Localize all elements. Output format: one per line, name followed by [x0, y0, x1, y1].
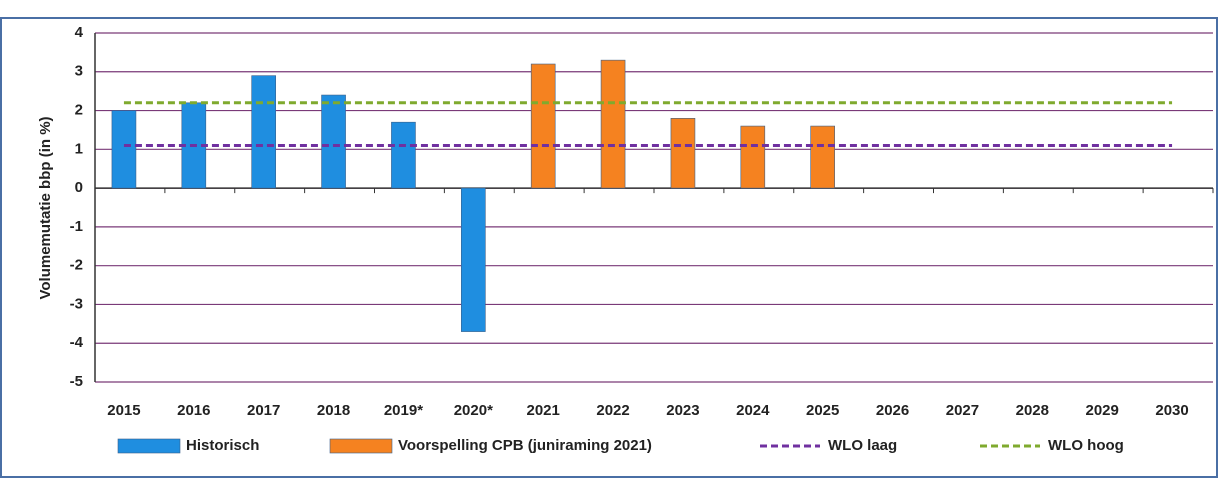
y-tick-label: 0 — [75, 179, 83, 196]
x-tick-label: 2023 — [666, 402, 699, 419]
x-tick-label: 2015 — [107, 402, 140, 419]
bar — [251, 75, 276, 189]
bar — [530, 63, 556, 189]
bar — [321, 94, 346, 189]
x-tick-label: 2024 — [736, 402, 770, 419]
x-tick-label: 2028 — [1016, 402, 1049, 419]
bar — [670, 118, 696, 189]
legend-label: WLO hoog — [1048, 437, 1124, 454]
y-tick-label: 3 — [75, 63, 83, 80]
y-tick-label: -4 — [70, 334, 84, 351]
bar — [111, 110, 137, 189]
bar — [740, 125, 766, 189]
legend-swatch — [329, 438, 393, 454]
x-tick-label: 2027 — [946, 402, 979, 419]
legend-label: WLO laag — [828, 437, 897, 454]
legend-label: Historisch — [186, 437, 259, 454]
x-tick-label: 2019* — [384, 402, 423, 419]
bar — [600, 59, 626, 189]
legend-swatch — [117, 438, 181, 454]
x-tick-label: 2029 — [1086, 402, 1119, 419]
bar — [391, 121, 416, 189]
x-tick-label: 2030 — [1155, 402, 1188, 419]
y-tick-label: -1 — [70, 218, 83, 235]
y-axis-title: Volumemutatie bbp (in %) — [37, 116, 54, 299]
x-tick-label: 2021 — [527, 402, 560, 419]
x-tick-label: 2016 — [177, 402, 210, 419]
legend-label: Voorspelling CPB (juniraming 2021) — [398, 437, 652, 454]
y-tick-label: 1 — [75, 140, 83, 157]
y-tick-label: 4 — [75, 24, 84, 41]
x-tick-label: 2018 — [317, 402, 350, 419]
x-tick-label: 2026 — [876, 402, 909, 419]
x-tick-label: 2017 — [247, 402, 280, 419]
x-tick-label: 2025 — [806, 402, 839, 419]
y-tick-label: -5 — [70, 373, 83, 390]
y-tick-label: 2 — [75, 102, 83, 119]
y-tick-label: -2 — [70, 257, 83, 274]
bar — [461, 187, 486, 332]
bar — [810, 125, 835, 189]
y-tick-label: -3 — [70, 295, 83, 312]
x-tick-label: 2022 — [596, 402, 629, 419]
x-tick-label: 2020* — [454, 402, 493, 419]
